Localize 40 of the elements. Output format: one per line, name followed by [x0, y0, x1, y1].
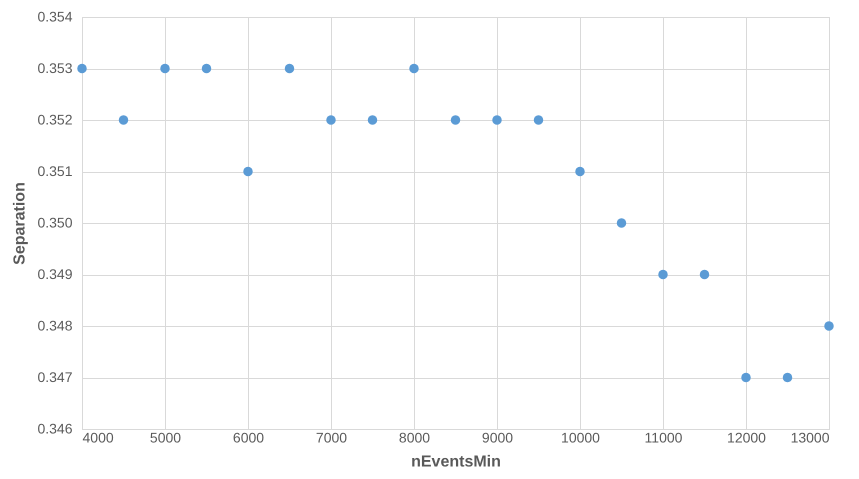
point	[243, 166, 253, 176]
point	[782, 372, 792, 382]
x-tick-label: 13000	[790, 430, 830, 446]
y-tick-label: 0.352	[37, 112, 73, 128]
point	[450, 115, 460, 125]
point	[326, 115, 336, 125]
y-tick-label: 0.353	[37, 60, 73, 76]
y-tick-label: 0.350	[37, 214, 73, 230]
point	[409, 64, 419, 74]
point	[118, 115, 128, 125]
point	[284, 64, 294, 74]
y-tick-label: 0.351	[37, 163, 73, 179]
point	[700, 270, 710, 280]
y-tick-label: 0.347	[37, 369, 73, 385]
x-tick-label: 11000	[644, 430, 683, 446]
y-tick-label: 0.349	[37, 266, 73, 282]
point	[616, 218, 626, 228]
x-tick-label: 6000	[232, 430, 264, 446]
point	[368, 115, 378, 125]
x-tick-label: 5000	[150, 430, 182, 446]
point	[534, 115, 544, 125]
y-tick-label: 0.348	[37, 318, 73, 334]
point	[658, 270, 668, 280]
y-tick-label: 0.346	[37, 420, 73, 436]
x-tick-label: 10000	[561, 430, 600, 446]
point	[824, 321, 834, 331]
point	[492, 115, 502, 125]
x-axis-title: nEventsMin	[411, 454, 501, 470]
point	[202, 64, 212, 74]
y-tick-label: 0.354	[37, 8, 73, 24]
x-tick-label: 9000	[482, 430, 514, 446]
y-axis-title: Separation	[11, 182, 28, 265]
x-tick-label: 4000	[82, 430, 114, 446]
x-tick-label: 12000	[727, 430, 766, 446]
point	[160, 64, 170, 74]
point	[741, 372, 751, 382]
x-tick-label: 8000	[398, 430, 430, 446]
point	[77, 64, 87, 74]
x-tick-label: 7000	[316, 430, 348, 446]
point	[575, 166, 585, 176]
